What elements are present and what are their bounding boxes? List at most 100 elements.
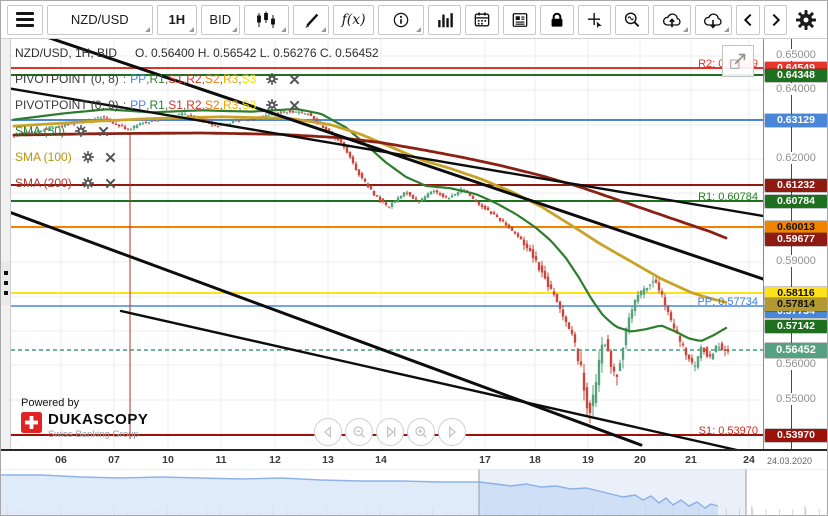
indicator-legend-row: PIVOTPOINT (0, 8): PP, R1, S1, R2, S2, R3… — [15, 71, 379, 87]
indicator-settings-icon[interactable] — [74, 124, 88, 138]
scroll-right-button[interactable] — [763, 4, 788, 35]
lock-icon — [551, 12, 563, 27]
pivot-token-label: R3 — [222, 98, 239, 112]
hamburger-icon — [15, 12, 34, 27]
price-level-badge: 0.64348 — [765, 68, 827, 82]
pivot-level-label: PP: 0.57734 — [697, 296, 758, 308]
price-level-badge: 0.59677 — [765, 232, 827, 246]
magnifier-wave-icon — [625, 11, 640, 27]
zoom-out-button[interactable] — [345, 418, 373, 446]
indicator-settings-icon[interactable] — [81, 176, 95, 190]
zoom-pattern-button[interactable] — [615, 4, 650, 35]
date-tick-label: 20 — [634, 454, 646, 466]
lock-button[interactable] — [540, 4, 574, 35]
zoom-in-button[interactable] — [407, 418, 435, 446]
date-tick-label: 06 — [55, 454, 67, 466]
pivot-token-label: S1 — [168, 98, 183, 112]
pivot-token-label: R3 — [222, 72, 239, 86]
indicator-settings-icon[interactable] — [81, 150, 95, 164]
price-tick-label: 0.56000 — [767, 358, 825, 370]
indicator-legend: NZD/USD, 1H, BID O. 0.56400 H. 0.56542 L.… — [15, 45, 379, 201]
date-tick-label: 12 — [269, 454, 281, 466]
indicator-remove-icon[interactable] — [288, 99, 301, 112]
price-axis[interactable]: 0.65000 0.64000 0.62000 0.59000 0.56000 0.550… — [763, 39, 827, 449]
triangle-left-icon — [323, 426, 331, 438]
magnifier-plus-icon — [415, 426, 427, 438]
price-side-select[interactable]: BID — [200, 4, 240, 35]
chart-type-button[interactable] — [243, 4, 290, 35]
date-tick-label: 07 — [108, 454, 120, 466]
load-template-button[interactable] — [694, 4, 733, 35]
news-icon — [512, 12, 527, 27]
dropdown-corner-icon — [415, 26, 421, 32]
powered-by-text: Powered by — [21, 397, 80, 409]
price-side-label: BID — [209, 12, 232, 27]
indicator-remove-icon[interactable] — [104, 151, 117, 164]
dropdown-corner-icon — [145, 26, 151, 32]
indicator-settings-icon[interactable] — [265, 72, 279, 86]
draw-tools-button[interactable] — [293, 4, 329, 35]
indicator-legend-row: SMA (100) — [15, 149, 379, 165]
indicator-remove-icon[interactable] — [104, 177, 117, 190]
indicator-name-label: SMA (200) — [15, 176, 72, 190]
detach-chart-button[interactable] — [722, 45, 754, 77]
price-level-badge: 0.61232 — [765, 178, 827, 192]
swiss-flag-icon — [21, 412, 42, 433]
calendar-button[interactable] — [465, 4, 499, 35]
pivot-token-label: PP — [130, 98, 147, 112]
crosshair-button[interactable] — [577, 4, 612, 35]
date-tick-label: 19 — [582, 454, 594, 466]
go-to-end-button[interactable] — [376, 418, 404, 446]
legend-ohlc-values: O. 0.56400 H. 0.56542 L. 0.56276 C. 0.56… — [135, 46, 379, 60]
scroll-left-button[interactable] — [736, 4, 760, 35]
pivot-token-label: S3 — [241, 72, 257, 86]
bars-icon — [437, 12, 453, 27]
indicator-name-label: PIVOTPOINT (0, 9) — [15, 98, 119, 112]
date-axis[interactable]: 24.03.2020 06 07 10 11 12 13 14 17 18 19 20 21 24 — [1, 449, 827, 469]
branding: Powered by DUKASCOPY Swiss Banking Group — [21, 397, 148, 440]
chart-nav-controls — [314, 418, 466, 446]
fx-label: f(x) — [341, 11, 366, 28]
menu-button[interactable] — [7, 4, 43, 35]
indicator-settings-icon[interactable] — [265, 98, 279, 112]
volume-button[interactable] — [427, 4, 462, 35]
brand-name: DUKASCOPY — [48, 411, 149, 428]
triangle-right-icon — [449, 426, 457, 438]
price-tick-label: 0.65000 — [767, 49, 825, 61]
indicator-legend-row: SMA (50) — [15, 123, 379, 139]
cloud-download-icon — [704, 12, 722, 29]
pivot-token-label: R2 — [186, 72, 202, 86]
settings-button[interactable] — [791, 4, 821, 35]
date-tick-label: 14 — [375, 454, 387, 466]
indicator-remove-icon[interactable] — [288, 73, 301, 86]
news-button[interactable] — [502, 4, 537, 35]
date-tick-label: 18 — [529, 454, 541, 466]
instrument-select[interactable]: NZD/USD — [46, 4, 154, 35]
dropdown-corner-icon — [320, 26, 326, 32]
price-tick-label: 0.62000 — [767, 152, 825, 164]
candlestick-icon — [256, 11, 275, 28]
indicator-name-label: PIVOTPOINT (0, 8) — [15, 72, 119, 86]
indicators-button[interactable]: f(x) — [332, 4, 375, 35]
date-tick-label: 24 — [743, 454, 755, 466]
indicator-remove-icon[interactable] — [97, 125, 110, 138]
price-level-badge: 0.60784 — [765, 194, 827, 208]
date-tick-label: 13 — [322, 454, 334, 466]
step-forward-button[interactable] — [438, 418, 466, 446]
period-select[interactable]: 1H — [157, 4, 197, 35]
step-back-button[interactable] — [314, 418, 342, 446]
pivot-token-label: S3 — [241, 98, 257, 112]
chart-navigator[interactable] — [1, 468, 827, 516]
pencil-icon — [305, 13, 319, 28]
chart-toolbar: NZD/USD 1H BID f(x) — [1, 1, 827, 39]
info-button[interactable] — [378, 4, 424, 35]
dropdown-corner-icon — [188, 26, 194, 32]
left-scroll-handle[interactable] — [1, 261, 10, 305]
navigator-viewport-window[interactable] — [479, 469, 746, 516]
pivot-token-label: R1 — [149, 98, 165, 112]
crosshair-icon — [587, 12, 602, 28]
left-scroll-track — [1, 39, 11, 449]
save-template-button[interactable] — [653, 4, 691, 35]
